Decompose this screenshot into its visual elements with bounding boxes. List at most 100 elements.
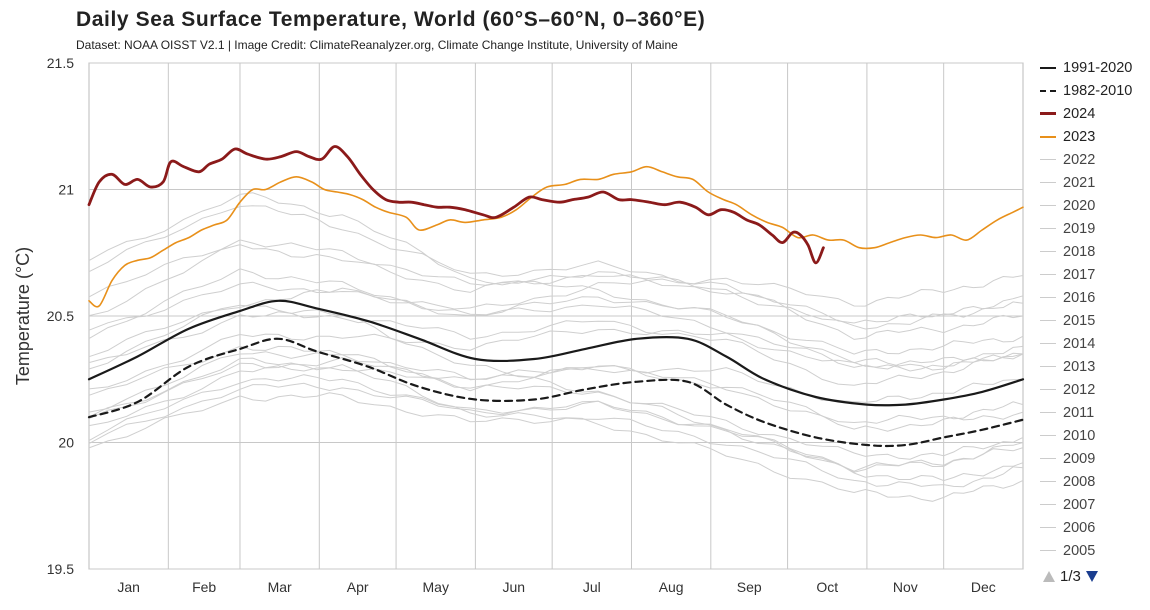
series-line-2005 <box>88 351 1024 460</box>
legend-label: 1991-2020 <box>1063 59 1133 76</box>
legend-swatch <box>1040 274 1056 275</box>
legend-item-2018[interactable]: 2018 <box>1040 240 1148 263</box>
series-line-2015 <box>88 275 1024 358</box>
series-line-1991-2020 <box>87 299 1025 407</box>
legend-label: 2019 <box>1063 220 1096 237</box>
x-tick-label: Aug <box>659 579 684 595</box>
legend-swatch <box>1040 205 1056 206</box>
axis-labels: 19.5 20 20.5 21 21.5 Jan Feb Mar Apr May Jun Jul Aug… <box>13 55 996 595</box>
legend-label: 2023 <box>1063 128 1096 145</box>
legend-label: 2009 <box>1063 450 1096 467</box>
series-line-2016 <box>88 192 1024 371</box>
series-line-2010 <box>88 304 1024 482</box>
chart-subtitle: Dataset: NOAA OISST V2.1 | Image Credit:… <box>76 38 678 52</box>
legend-item-2019[interactable]: 2019 <box>1040 217 1148 240</box>
legend-label: 2018 <box>1063 243 1096 260</box>
legend-item-2012[interactable]: 2012 <box>1040 378 1148 401</box>
legend-item-2005[interactable]: 2005 <box>1040 539 1148 562</box>
legend-item-2009[interactable]: 2009 <box>1040 447 1148 470</box>
series-line-2009 <box>88 364 1024 427</box>
legend-item-2015[interactable]: 2015 <box>1040 309 1148 332</box>
legend-swatch <box>1040 412 1056 413</box>
legend-item-2010[interactable]: 2010 <box>1040 424 1148 447</box>
y-tick-label: 20 <box>58 435 74 451</box>
legend-swatch <box>1040 366 1056 367</box>
x-tick-label: Dec <box>971 579 996 595</box>
legend-item-2014[interactable]: 2014 <box>1040 332 1148 355</box>
legend-label: 2008 <box>1063 473 1096 490</box>
y-tick-label: 20.5 <box>47 308 74 324</box>
legend-label: 2011 <box>1063 404 1095 421</box>
legend-item-2024[interactable]: 2024 <box>1040 102 1148 125</box>
legend-label: 2022 <box>1063 151 1096 168</box>
series-line-2008 <box>88 392 1024 488</box>
highlighted-series-lines <box>87 145 1025 448</box>
legend-label: 2020 <box>1063 197 1096 214</box>
series-line-2011 <box>88 382 1024 472</box>
legend-label: 2015 <box>1063 312 1096 329</box>
x-tick-label: Jun <box>502 579 525 595</box>
x-tick-label: May <box>423 579 449 595</box>
legend-item-2007[interactable]: 2007 <box>1040 493 1148 516</box>
legend-swatch <box>1040 550 1056 551</box>
series-line-2007 <box>88 357 1024 502</box>
legend-item-2022[interactable]: 2022 <box>1040 148 1148 171</box>
legend-label: 2014 <box>1063 335 1096 352</box>
legend-swatch <box>1040 389 1056 390</box>
x-tick-label: Feb <box>192 579 216 595</box>
grid-lines <box>88 62 1024 570</box>
legend-item-2011[interactable]: 2011 <box>1040 401 1148 424</box>
legend-label: 2024 <box>1063 105 1096 122</box>
legend-page-up-icon[interactable] <box>1043 571 1055 582</box>
series-line-2022 <box>88 239 1024 324</box>
legend-item-2016[interactable]: 2016 <box>1040 286 1148 309</box>
y-tick-label: 19.5 <box>47 561 74 577</box>
legend-page-down-icon[interactable] <box>1085 571 1098 582</box>
legend-item-2013[interactable]: 2013 <box>1040 355 1148 378</box>
y-tick-label: 21.5 <box>47 55 74 71</box>
x-tick-label: Nov <box>893 579 918 595</box>
legend-swatch <box>1040 435 1056 436</box>
legend-label: 2017 <box>1063 266 1096 283</box>
legend-item-2020[interactable]: 2020 <box>1040 194 1148 217</box>
legend-item-2021[interactable]: 2021 <box>1040 171 1148 194</box>
x-tick-label: Jul <box>583 579 601 595</box>
legend-swatch <box>1040 343 1056 344</box>
legend-item-2006[interactable]: 2006 <box>1040 516 1148 539</box>
legend-item-1991-2020[interactable]: 1991-2020 <box>1040 56 1148 79</box>
legend-swatch <box>1040 527 1056 528</box>
x-tick-label: Apr <box>347 579 369 595</box>
legend-page-indicator: 1/3 <box>1060 568 1081 585</box>
legend-item-2017[interactable]: 2017 <box>1040 263 1148 286</box>
legend-swatch <box>1040 251 1056 252</box>
chart-legend: 1991-2020 1982-2010 2024 2023 2022 2021 2020 20… <box>1040 56 1148 562</box>
y-tick-label: 21 <box>58 182 74 198</box>
y-axis-label: Temperature (°C) <box>13 247 33 385</box>
x-tick-label: Jan <box>117 579 140 595</box>
legend-item-2008[interactable]: 2008 <box>1040 470 1148 493</box>
series-line-1982-2010 <box>87 337 1025 448</box>
legend-label: 2007 <box>1063 496 1096 513</box>
legend-label: 2012 <box>1063 381 1096 398</box>
legend-swatch <box>1040 159 1056 160</box>
legend-item-2023[interactable]: 2023 <box>1040 125 1148 148</box>
legend-swatch <box>1040 320 1056 321</box>
legend-swatch <box>1040 89 1056 92</box>
series-line-2020 <box>88 205 1024 340</box>
legend-swatch <box>1040 297 1056 298</box>
series-line-2024 <box>87 145 825 265</box>
legend-swatch <box>1040 182 1056 183</box>
legend-swatch <box>1040 66 1056 69</box>
legend-swatch <box>1040 228 1056 229</box>
chart-title: Daily Sea Surface Temperature, World (60… <box>76 8 706 31</box>
series-line-2017 <box>88 268 1024 370</box>
background-years-lines <box>88 192 1024 502</box>
x-tick-label: Mar <box>268 579 292 595</box>
x-tick-label: Sep <box>737 579 762 595</box>
series-line-2013 <box>88 345 1024 424</box>
series-line-2019 <box>88 244 1024 330</box>
legend-item-1982-2010[interactable]: 1982-2010 <box>1040 79 1148 102</box>
legend-label: 2010 <box>1063 427 1096 444</box>
legend-label: 1982-2010 <box>1063 82 1133 99</box>
